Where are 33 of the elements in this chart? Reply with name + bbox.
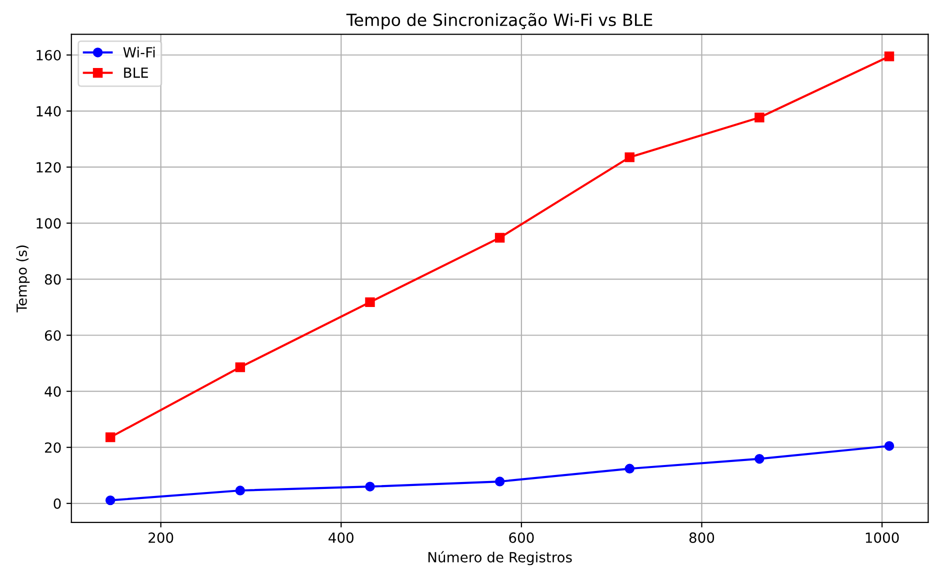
point: [624, 152, 634, 162]
point: [754, 112, 764, 122]
x-tick-label: 800: [689, 532, 714, 543]
y-tick-label: 0: [54, 498, 61, 509]
point: [884, 52, 894, 62]
point: [365, 482, 375, 492]
y-axis-title: Tempo (s): [16, 246, 30, 312]
point: [235, 486, 246, 496]
point: [494, 476, 505, 486]
y-tick-label: 60: [44, 330, 61, 341]
point: [365, 297, 375, 308]
y-tick-label: 140: [36, 106, 61, 117]
legend-label: BLE: [124, 68, 148, 78]
y-tick-label: 40: [44, 386, 61, 397]
point: [494, 232, 505, 243]
y-tick-label: 120: [36, 162, 61, 173]
point: [884, 441, 894, 451]
point: [105, 432, 116, 442]
point: [624, 464, 634, 474]
y-tick-label: 100: [36, 218, 61, 229]
x-tick-label: 600: [509, 532, 534, 543]
point: [105, 495, 116, 506]
x-tick-label: 200: [148, 532, 174, 543]
x-tick-label: 400: [328, 532, 354, 543]
chart-title: Tempo de Sincronização Wi-Fi vs BLE: [346, 12, 652, 30]
point: [754, 454, 764, 464]
y-tick-label: 20: [45, 442, 61, 453]
legend-label: Wi-Fi: [123, 46, 155, 58]
x-axis-title: Número de Registros: [428, 551, 572, 566]
point: [235, 362, 246, 372]
x-tick-label: 1000: [866, 532, 899, 543]
y-tick-label: 160: [36, 50, 61, 60]
y-tick-label: 80: [44, 274, 61, 285]
